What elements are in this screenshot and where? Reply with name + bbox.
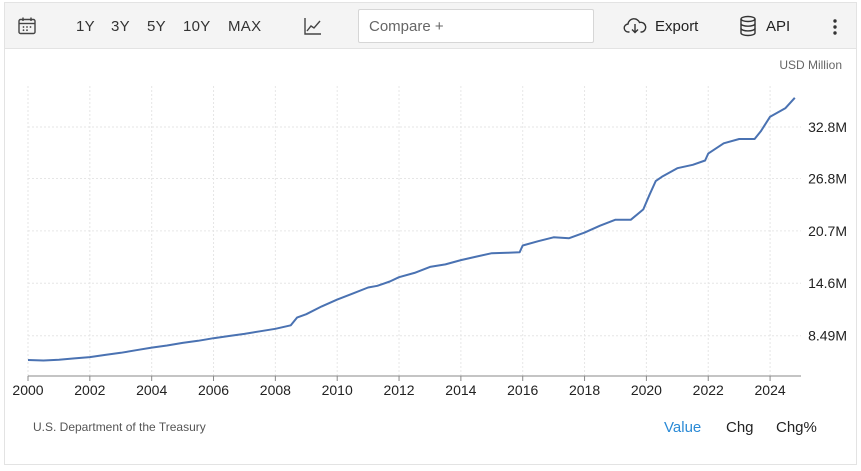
series-line: [27, 97, 796, 362]
x-tick-label: 2004: [136, 382, 167, 398]
range-5y-button[interactable]: 5Y: [147, 18, 166, 35]
x-tick-label: 2024: [755, 382, 786, 398]
x-tick-label: 2002: [74, 382, 105, 398]
range-1y-button[interactable]: 1Y: [76, 18, 95, 35]
x-tick-label: 2006: [198, 382, 229, 398]
y-tick-label: 14.6M: [808, 275, 847, 291]
x-tick-label: 2010: [322, 382, 353, 398]
x-tick-label: 2000: [12, 382, 43, 398]
y-tick-label: 32.8M: [808, 119, 847, 135]
calendar-icon[interactable]: [17, 16, 37, 36]
x-tick-label: 2020: [631, 382, 662, 398]
tab-chg-pct[interactable]: Chg%: [776, 419, 817, 436]
chart-widget: 1Y 3Y 5Y 10Y MAX Export API: [4, 2, 857, 465]
database-icon: [740, 15, 756, 37]
cloud-download-icon: [623, 18, 647, 34]
more-vertical-icon[interactable]: [827, 17, 843, 37]
x-tick-label: 2018: [569, 382, 600, 398]
range-10y-button[interactable]: 10Y: [183, 18, 211, 35]
tab-chg[interactable]: Chg: [726, 419, 754, 436]
y-tick-label: 26.8M: [808, 171, 847, 187]
api-label: API: [766, 17, 791, 35]
line-chart: 2000 2002 2004 2006 2008 2010 2012 2014 2016 2018…: [12, 86, 847, 398]
export-button[interactable]: Export: [623, 11, 698, 41]
range-max-button[interactable]: MAX: [228, 18, 262, 35]
export-label: Export: [655, 17, 699, 35]
line-chart-icon[interactable]: [303, 16, 323, 36]
y-tick-label: 20.7M: [808, 223, 847, 239]
y-tick-label: 8.49M: [808, 328, 847, 344]
source-label: U.S. Department of the Treasury: [33, 420, 206, 434]
x-tick-label: 2012: [383, 382, 414, 398]
x-tick-label: 2022: [693, 382, 724, 398]
x-tick-label: 2008: [260, 382, 291, 398]
unit-label: USD Million: [779, 58, 842, 72]
tab-value[interactable]: Value: [664, 419, 702, 436]
api-button[interactable]: API: [738, 11, 790, 41]
compare-input[interactable]: [358, 9, 594, 43]
range-3y-button[interactable]: 3Y: [111, 18, 130, 35]
x-tick-label: 2014: [445, 382, 476, 398]
toolbar: 1Y 3Y 5Y 10Y MAX Export API: [5, 3, 856, 49]
x-tick-label: 2016: [507, 382, 538, 398]
